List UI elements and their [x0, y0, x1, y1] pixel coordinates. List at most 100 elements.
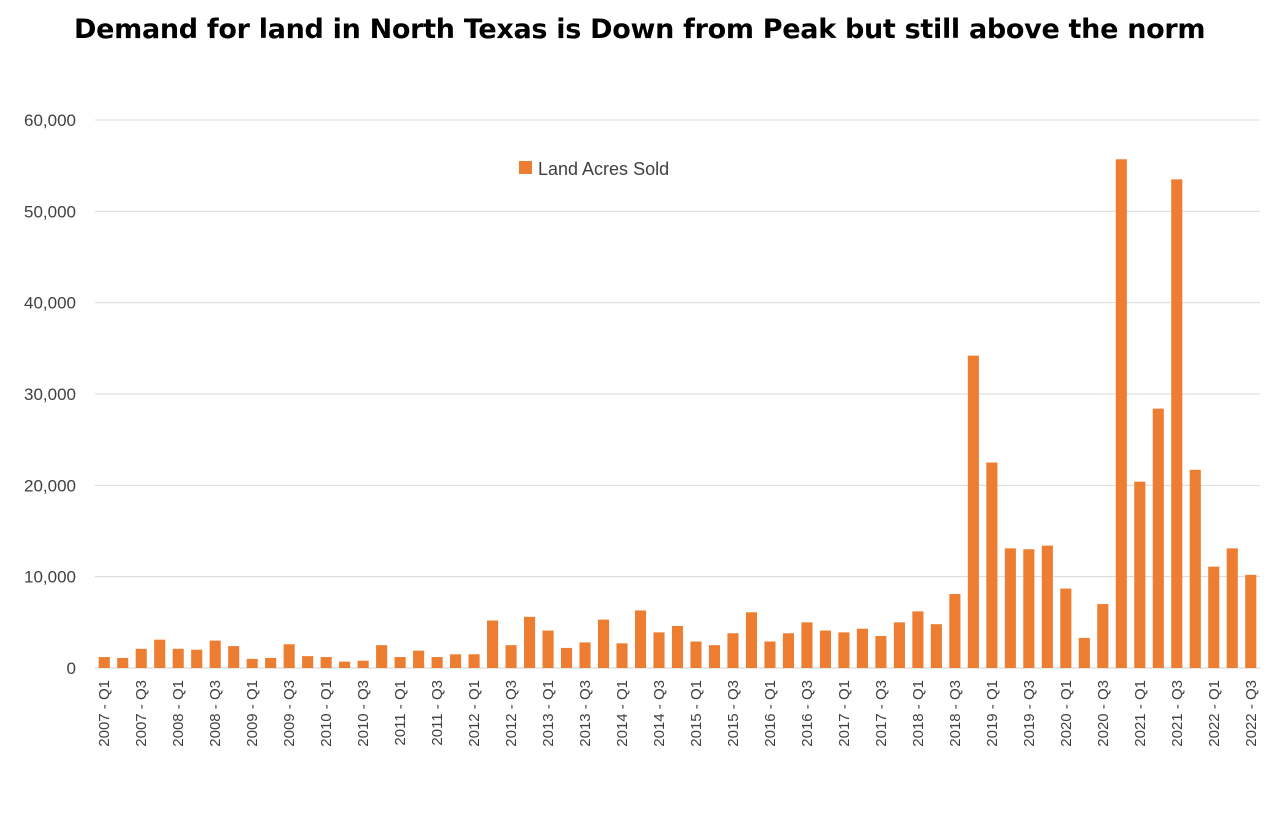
bar [98, 657, 110, 668]
bar [1041, 545, 1053, 668]
x-tick-label: 2007 - Q1 [96, 680, 113, 747]
bar [1060, 588, 1072, 668]
bar [838, 632, 850, 668]
bar [468, 654, 480, 668]
x-tick-label: 2007 - Q3 [133, 680, 150, 747]
x-tick-label: 2012 - Q3 [503, 680, 520, 747]
bar [1208, 566, 1220, 668]
x-tick-label: 2016 - Q3 [799, 680, 816, 747]
chart-title: Demand for land in North Texas is Down f… [74, 14, 1206, 45]
bar [801, 622, 813, 668]
x-tick-label: 2020 - Q3 [1095, 680, 1112, 747]
x-tick-label: 2018 - Q3 [947, 680, 964, 747]
x-tick-label: 2022 - Q1 [1206, 680, 1223, 747]
x-tick-label: 2008 - Q3 [207, 680, 224, 747]
legend-label: Land Acres Sold [538, 159, 669, 179]
bar [302, 656, 314, 668]
y-tick-label: 50,000 [24, 202, 76, 221]
x-tick-label: 2011 - Q1 [392, 680, 409, 746]
y-tick-label: 40,000 [24, 294, 76, 313]
bar [431, 657, 443, 668]
bar [191, 649, 203, 668]
bar [413, 650, 425, 668]
bar [376, 645, 388, 668]
bar [1245, 574, 1257, 668]
bar [819, 630, 831, 668]
bar [745, 612, 758, 668]
bar [671, 625, 684, 668]
bar [1004, 548, 1016, 668]
bar [1171, 179, 1183, 668]
bar [912, 611, 924, 668]
x-tick-label: 2017 - Q1 [836, 680, 853, 747]
bar [135, 648, 147, 668]
bar [949, 594, 961, 668]
x-tick-label: 2012 - Q1 [466, 680, 483, 747]
bar [1115, 159, 1127, 669]
bar [209, 640, 221, 668]
x-tick-label: 2019 - Q3 [1021, 680, 1038, 747]
bar [117, 657, 129, 668]
bar [708, 645, 721, 668]
bar [505, 645, 517, 668]
y-tick-label: 10,000 [24, 568, 76, 587]
bar [986, 462, 998, 668]
x-tick-label: 2009 - Q1 [244, 680, 261, 747]
x-tick-label: 2009 - Q3 [281, 680, 298, 747]
bar [394, 657, 406, 668]
bar [339, 661, 351, 668]
x-tick-label: 2019 - Q1 [984, 680, 1001, 747]
x-tick-label: 2022 - Q3 [1243, 680, 1260, 747]
bar [320, 657, 332, 668]
bar [875, 636, 887, 668]
x-tick-label: 2014 - Q3 [651, 680, 668, 747]
bar [561, 647, 573, 668]
y-tick-label: 0 [67, 659, 76, 678]
x-tick-label: 2021 - Q1 [1132, 680, 1149, 747]
bar [764, 641, 776, 668]
x-tick-label: 2010 - Q3 [355, 680, 372, 747]
bar [616, 643, 628, 668]
gridlines [95, 119, 1260, 669]
bar [154, 639, 166, 668]
bar [357, 660, 369, 668]
bar [653, 632, 665, 668]
legend-swatch [519, 161, 532, 174]
x-tick-label: 2018 - Q1 [910, 680, 927, 747]
bar [450, 654, 462, 668]
legend: Land Acres Sold [519, 159, 669, 179]
bar [487, 620, 499, 668]
x-tick-label: 2008 - Q1 [170, 680, 187, 747]
bar [1189, 469, 1201, 668]
y-tick-label: 30,000 [24, 385, 76, 404]
bar [524, 616, 536, 668]
bar [782, 633, 794, 668]
x-tick-label: 2017 - Q3 [873, 680, 890, 747]
bar [727, 633, 739, 668]
bar [930, 624, 942, 668]
x-tick-label: 2011 - Q3 [429, 680, 446, 746]
bar [597, 619, 610, 668]
bar [967, 355, 979, 668]
bar [542, 630, 554, 668]
y-axis-ticks: 0 10,000 20,000 30,000 40,000 50,000 60,000 [24, 111, 76, 678]
x-tick-label: 2013 - Q3 [577, 680, 594, 747]
bar [579, 642, 591, 668]
x-tick-label: 2010 - Q1 [318, 680, 335, 747]
bar [690, 641, 702, 668]
x-tick-label: 2020 - Q1 [1058, 680, 1075, 747]
bar [856, 628, 868, 668]
x-tick-label: 2016 - Q1 [762, 680, 779, 747]
bar [634, 610, 647, 668]
y-tick-label: 20,000 [24, 476, 76, 495]
x-axis-ticks: 2007 - Q1 2007 - Q3 2008 - Q1 2008 - Q3 2009… [96, 680, 1260, 747]
bar [1152, 408, 1164, 668]
bar [1226, 548, 1238, 668]
bar [1078, 637, 1090, 668]
bar [893, 622, 905, 668]
bar [1134, 481, 1146, 668]
y-tick-label: 60,000 [24, 111, 76, 130]
x-tick-label: 2015 - Q1 [688, 680, 705, 747]
x-tick-label: 2013 - Q1 [540, 680, 557, 747]
